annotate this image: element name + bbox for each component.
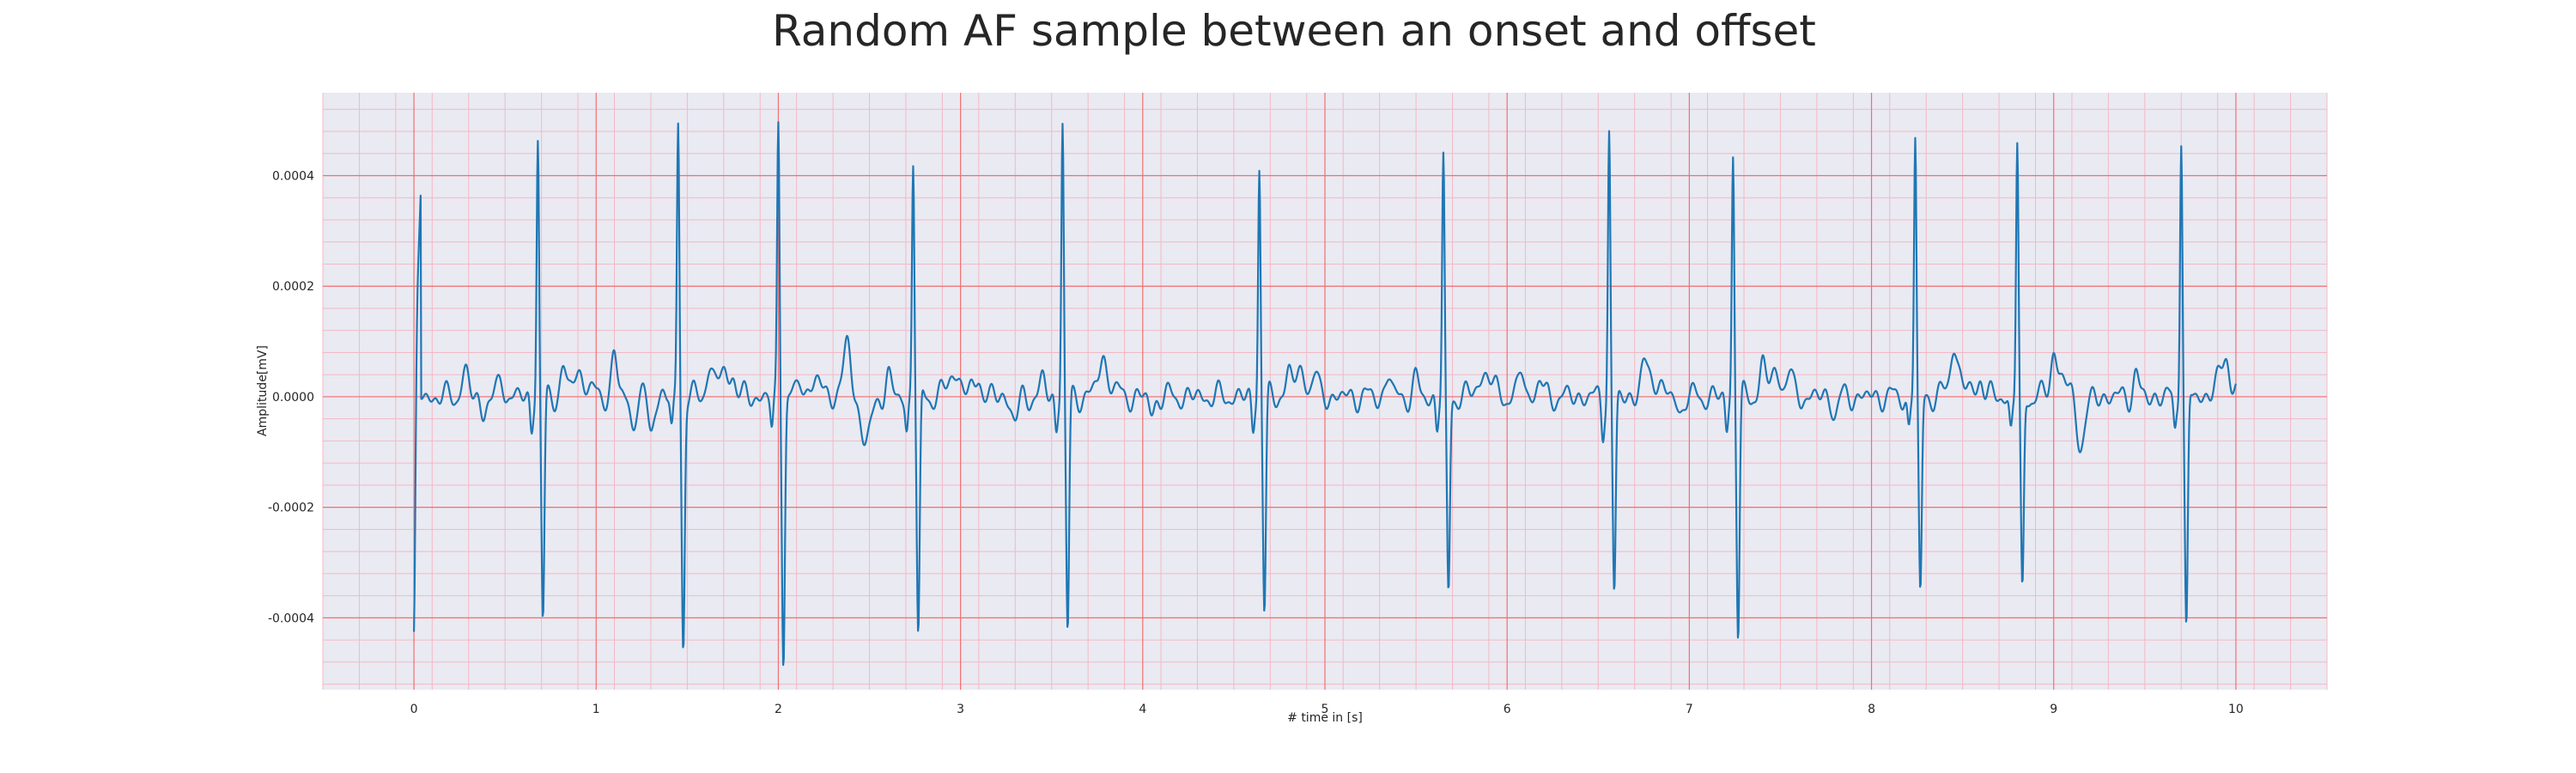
chart-title: Random AF sample between an onset and of… [772,6,1816,56]
y-tick-label: 0.0000 [272,391,314,405]
y-tick-label: -0.0002 [268,502,314,515]
x-tick-label: 6 [1504,703,1511,716]
x-tick-label: 4 [1139,703,1146,716]
series-line-ecg-signal [412,121,2237,666]
x-tick-label: 9 [2050,703,2057,716]
y-tick-label: -0.0004 [268,612,314,625]
x-tick-label: 8 [1868,703,1875,716]
x-tick-label: 1 [592,703,600,716]
y-axis-label: Amplitude[mV] [256,345,270,436]
y-tick-labels: -0.0004 -0.0002 0.0000 0.0002 0.0004 [268,170,314,626]
x-tick-label: 2 [775,703,782,716]
major-grid [323,93,2327,690]
x-axis-label: # time in [s] [1287,711,1363,725]
x-tick-label: 0 [410,703,418,716]
x-tick-label: 10 [2228,703,2244,716]
x-tick-labels: 0 1 2 3 4 5 6 7 8 9 10 [410,703,2244,716]
x-tick-label: 5 [1321,703,1329,716]
y-tick-label: 0.0002 [272,280,314,294]
x-tick-label: 3 [957,703,964,716]
x-tick-label: 7 [1686,703,1693,716]
y-tick-label: 0.0004 [272,170,314,184]
